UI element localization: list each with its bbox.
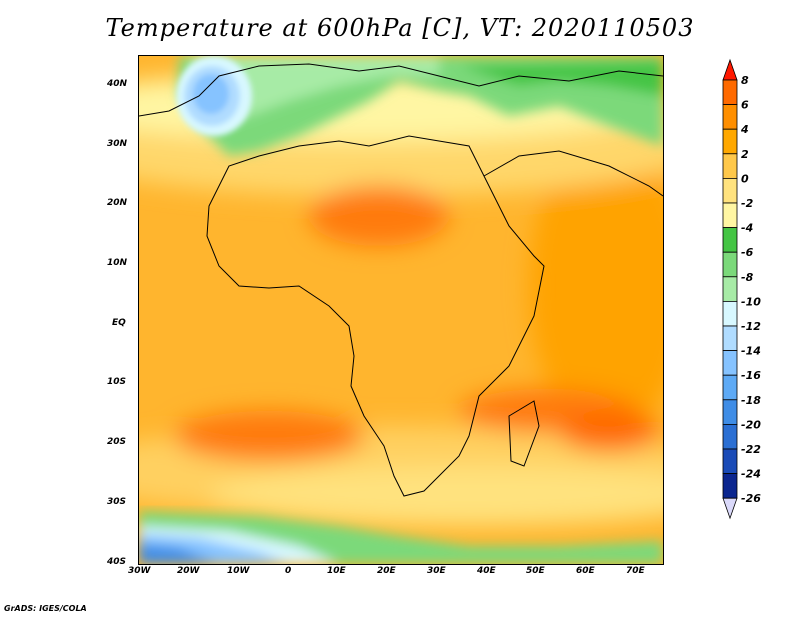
colorbar-swatch: [722, 350, 738, 376]
lat-tick: EQ: [112, 318, 126, 328]
arabia-coastline: [483, 150, 663, 197]
colorbar-swatch: [722, 300, 738, 327]
colorbar-swatch: [722, 448, 738, 475]
colorbar-label: -6: [741, 246, 754, 259]
chart-title: Temperature at 600hPa [C], VT: 202011050…: [105, 14, 695, 42]
colorbar-label: -14: [741, 345, 761, 358]
lat-tick: 20N: [107, 198, 128, 208]
colorbar-swatch: [722, 423, 738, 450]
lat-tick: 20S: [107, 437, 127, 447]
colorbar-swatch: [722, 128, 738, 155]
colorbar-label: -10: [741, 295, 761, 308]
colorbar-swatch: [722, 251, 738, 278]
colorbar-label: -22: [741, 443, 761, 456]
colorbar-label: 6: [741, 99, 749, 112]
colorbar: 8 6 4 2 0 -2 -4 -6 -8 -10 -12 -14 -16 -18 -20 -22 -24 -26: [722, 58, 761, 520]
colorbar-swatch: [722, 227, 738, 253]
lat-tick: 40S: [107, 557, 127, 567]
colorbar-label: -26: [741, 492, 761, 505]
colorbar-label: -4: [741, 222, 753, 235]
lat-tick: 30N: [107, 139, 128, 149]
colorbar-swatch: [722, 153, 738, 179]
lon-tick: 10E: [327, 566, 346, 576]
lon-tick: 40E: [477, 566, 496, 576]
colorbar-swatch: [722, 399, 738, 425]
colorbar-label: -2: [741, 197, 754, 210]
colorbar-swatch: [722, 374, 738, 401]
colorbar-label: -16: [741, 369, 761, 382]
colorbar-label: -20: [741, 418, 761, 431]
colorbar-label: 2: [741, 148, 749, 161]
lat-tick: 10S: [107, 377, 127, 387]
lat-tick: 30S: [107, 497, 127, 507]
colorbar-swatch: [722, 178, 738, 204]
map-canvas: [139, 56, 663, 564]
colorbar-top-arrow: [722, 58, 738, 81]
lat-tick: 40N: [107, 79, 128, 89]
lon-tick: 70E: [626, 566, 645, 576]
colorbar-swatch: [722, 104, 738, 130]
footer-credit: GrADS: IGES/COLA: [4, 604, 87, 613]
lon-tick: 20W: [177, 566, 200, 576]
colorbar-label: -18: [741, 394, 761, 407]
colorbar-swatch: [722, 276, 738, 302]
cold-low-northwest: [176, 56, 252, 136]
colorbar-label: 4: [740, 123, 749, 136]
coastlines: [139, 63, 663, 497]
lon-tick: 30W: [128, 566, 151, 576]
colorbar-swatch: [722, 202, 738, 229]
lat-tick: 10N: [107, 258, 128, 268]
colorbar-swatch: [722, 473, 738, 499]
africa-outline: [206, 135, 545, 497]
cold-north-region: [179, 56, 663, 156]
colorbar-label: 0: [741, 172, 749, 185]
colorbar-label: -8: [741, 271, 754, 284]
colorbar-bottom-arrow: [722, 497, 738, 520]
colorbar-label: 8: [741, 74, 749, 87]
colorbar-label: -12: [741, 320, 761, 333]
colorbar-label: -24: [741, 468, 761, 481]
lon-tick: 10W: [227, 566, 250, 576]
lon-tick: 30E: [427, 566, 446, 576]
temperature-map: [138, 55, 664, 565]
lon-tick: 60E: [576, 566, 595, 576]
lon-tick: 0: [285, 566, 292, 576]
lon-tick: 50E: [526, 566, 545, 576]
colorbar-swatch: [722, 325, 738, 352]
lon-tick: 20E: [377, 566, 396, 576]
madagascar-outline: [508, 400, 540, 467]
europe-coastline: [139, 63, 663, 117]
cold-south-region: [139, 511, 663, 564]
colorbar-swatch: [722, 79, 738, 106]
